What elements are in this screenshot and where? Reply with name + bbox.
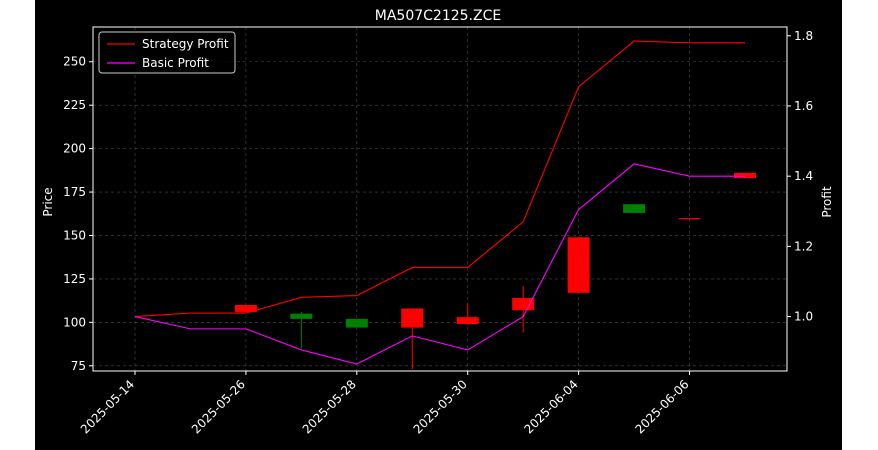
y-axis-right-label: Profit [820, 186, 834, 218]
y-left-tick-label: 175 [63, 185, 86, 199]
candle-body [345, 318, 368, 328]
chart-figure: 75 100 125 150 175 200 225 250 1.0 1.2 1.4 1.6 1.8 20… [35, 0, 842, 450]
chart-title: MA507C2125.ZCE [375, 8, 501, 24]
candle-body [290, 313, 313, 319]
y-left-tick-label: 150 [63, 228, 86, 242]
candle-body [234, 304, 257, 312]
y-left-tick-label: 225 [63, 98, 86, 112]
candle-body [623, 204, 646, 213]
candle-body [678, 218, 701, 220]
candle-layer [234, 172, 756, 370]
strategy-profit-line [134, 40, 745, 318]
y-right-tick-label: 1.6 [794, 99, 813, 113]
chart-svg: 75 100 125 150 175 200 225 250 1.0 1.2 1.4 1.6 1.8 20… [41, 8, 834, 437]
candle-body [734, 172, 756, 179]
legend-label-basic-profit: Basic Profit [142, 56, 209, 70]
x-tick-label: 2025-05-28 [300, 377, 359, 436]
x-tick-label: 2025-05-26 [189, 377, 248, 436]
y-left-tick-label: 200 [63, 142, 86, 156]
candle-body [456, 317, 479, 325]
y-left-tick-label: 125 [63, 272, 86, 286]
grid-layer [93, 27, 787, 371]
plot-frame [92, 26, 788, 372]
y-left-tick-label: 75 [71, 359, 86, 373]
y-right-tick-label: 1.0 [794, 310, 813, 324]
y-right-tick-label: 1.2 [794, 239, 813, 253]
candle-body [567, 237, 590, 293]
axis-layer: 75 100 125 150 175 200 225 250 1.0 1.2 1.4 1.6 1.8 20… [63, 29, 813, 437]
y-left-tick-label: 100 [63, 315, 86, 329]
x-tick-label: 2025-06-06 [632, 377, 691, 436]
legend-label-strategy-profit: Strategy Profit [142, 37, 229, 51]
candle-body [401, 308, 424, 328]
y-left-tick-label: 250 [63, 55, 86, 69]
y-right-tick-label: 1.4 [794, 169, 813, 183]
line-layer [134, 40, 745, 365]
candle-body [512, 298, 535, 311]
y-right-tick-label: 1.8 [794, 29, 813, 43]
legend: Strategy Profit Basic Profit [98, 31, 236, 74]
basic-profit-line [134, 163, 745, 365]
x-tick-label: 2025-05-30 [411, 377, 470, 436]
x-tick-label: 2025-06-04 [522, 377, 581, 436]
x-tick-label: 2025-05-14 [78, 377, 137, 436]
y-axis-left-label: Price [41, 187, 55, 216]
